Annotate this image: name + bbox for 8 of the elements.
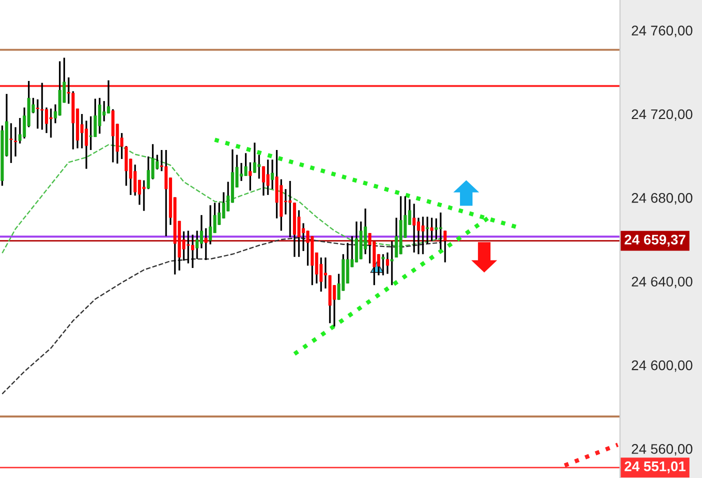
ref-line-label: 24 659,37	[624, 234, 686, 247]
y-tick-label: 24 760,00	[632, 26, 692, 38]
ref-line-label: 24 551,01	[624, 461, 686, 474]
y-tick-label: 24 600,00	[632, 360, 692, 372]
y-tick-label: 24 680,00	[632, 193, 692, 204]
y-tick-label: 24 560,00	[632, 444, 692, 456]
y-tick-label: 24 720,00	[632, 109, 692, 121]
y-tick-label: 24 640,00	[632, 276, 692, 288]
